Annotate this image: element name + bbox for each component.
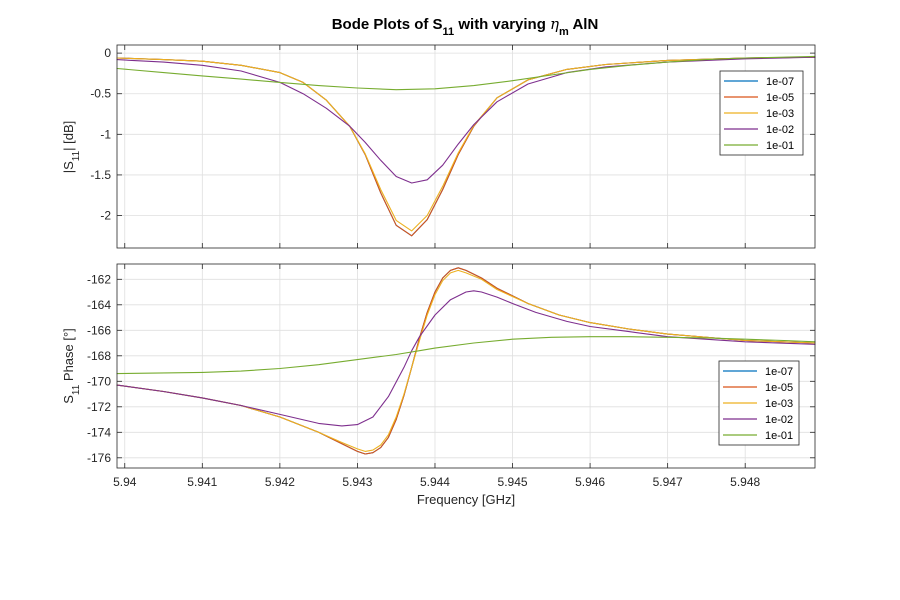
figure-title: Bode Plots of S11 with varying ηm AlN	[332, 15, 599, 38]
phase-ytick-label: -176	[87, 451, 111, 465]
phase-series-1e-03	[116, 269, 816, 452]
phase-ticks: 5.94 5.941 5.942 5.943 5.944 5.945 5.946 5.947 5…	[87, 264, 815, 489]
phase-panel: 5.94 5.941 5.942 5.943 5.944 5.945 5.946 5.947 5…	[61, 263, 816, 507]
phase-legend-label: 1e-01	[765, 430, 793, 442]
phase-legend-label: 1e-05	[765, 382, 793, 394]
magnitude-ticks: -2 -1.5 -1 -0.5 0	[90, 45, 815, 248]
phase-series-1e-02	[116, 290, 816, 427]
phase-ytick-label: -166	[87, 323, 111, 337]
magnitude-legend-label: 1e-01	[766, 140, 794, 152]
magnitude-ylabel: |S11| [dB]	[61, 121, 82, 174]
phase-axes-box	[116, 263, 816, 469]
magnitude-panel: -2 -1.5 -1 -0.5 0 |S11| [dB] 1e-07 1e-05 1e-03…	[61, 44, 816, 249]
phase-ytick-label: -174	[87, 425, 111, 439]
phase-grid	[117, 264, 815, 468]
magnitude-legend-label: 1e-02	[766, 124, 794, 136]
magnitude-ytick-label: -2	[100, 209, 111, 223]
phase-xtick-label: 5.946	[575, 475, 605, 489]
phase-xtick-label: 5.94	[113, 475, 137, 489]
magnitude-legend: 1e-07 1e-05 1e-03 1e-02 1e-01	[719, 70, 804, 156]
phase-ylabel: S11 Phase [°]	[61, 328, 82, 404]
magnitude-ytick-label: 0	[104, 46, 111, 60]
phase-legend: 1e-07 1e-05 1e-03 1e-02 1e-01	[718, 360, 800, 446]
magnitude-ytick-label: -0.5	[90, 87, 111, 101]
phase-series-1e-01	[116, 336, 816, 375]
phase-legend-label: 1e-07	[765, 366, 793, 378]
magnitude-legend-label: 1e-03	[766, 108, 794, 120]
phase-xlabel: Frequency [GHz]	[417, 492, 515, 507]
phase-xtick-label: 5.945	[498, 475, 528, 489]
phase-ytick-label: -164	[87, 298, 111, 312]
phase-legend-label: 1e-02	[765, 414, 793, 426]
phase-axes-background	[117, 264, 815, 468]
phase-xtick-label: 5.943	[342, 475, 372, 489]
phase-ytick-label: -170	[87, 374, 111, 388]
phase-xtick-label: 5.941	[187, 475, 217, 489]
magnitude-ytick-label: -1.5	[90, 168, 111, 182]
phase-ytick-label: -162	[87, 272, 111, 286]
phase-xtick-label: 5.944	[420, 475, 450, 489]
phase-xtick-label: 5.948	[730, 475, 760, 489]
phase-xtick-label: 5.947	[653, 475, 683, 489]
magnitude-series-1e-03	[116, 56, 816, 232]
phase-ytick-label: -168	[87, 349, 111, 363]
magnitude-series-1e-01	[116, 55, 816, 91]
magnitude-axes-box	[116, 44, 816, 249]
phase-xtick-label: 5.942	[265, 475, 295, 489]
phase-ytick-label: -172	[87, 400, 111, 414]
magnitude-legend-label: 1e-07	[766, 76, 794, 88]
magnitude-axes-background	[117, 45, 815, 248]
magnitude-ytick-label: -1	[100, 127, 111, 141]
phase-series-group	[116, 267, 816, 455]
magnitude-legend-label: 1e-05	[766, 92, 794, 104]
magnitude-series-group	[116, 55, 816, 237]
phase-legend-label: 1e-03	[765, 398, 793, 410]
